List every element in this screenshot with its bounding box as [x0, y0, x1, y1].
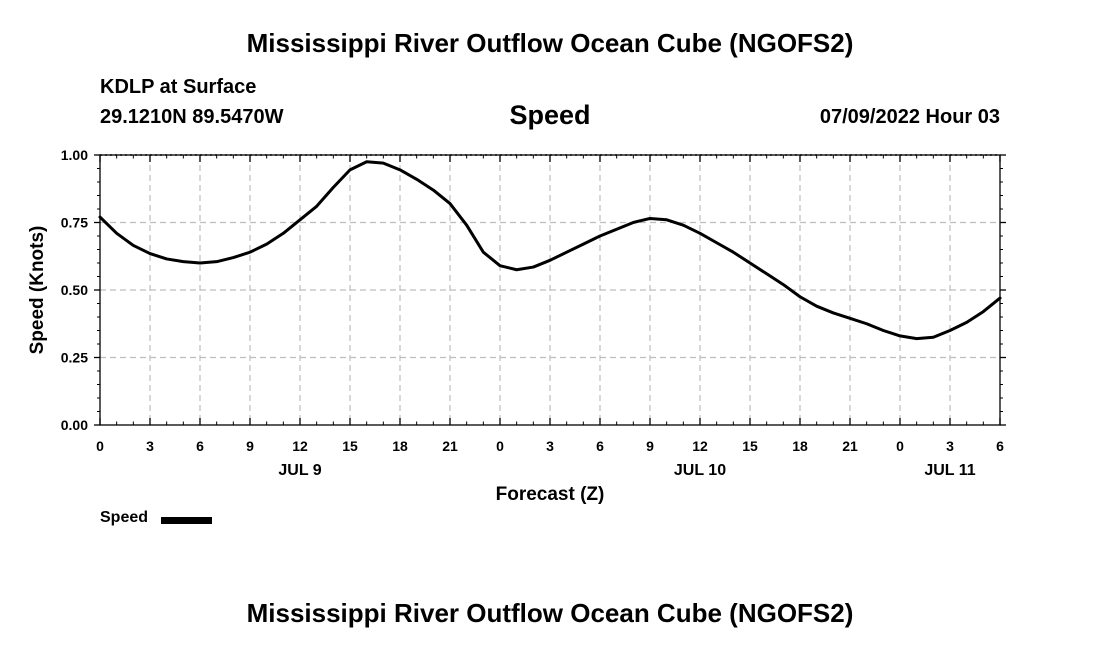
x-axis-label: Forecast (Z) — [496, 484, 605, 505]
y-tick-label: 0.50 — [61, 282, 88, 298]
coordinates-label: 29.1210N 89.5470W — [100, 106, 284, 128]
plot-frame — [99, 154, 1001, 426]
chart-subtitle: Speed — [509, 100, 591, 130]
x-tick-label: 12 — [292, 438, 308, 454]
x-tick-label: 0 — [896, 438, 904, 454]
date-label: JUL 9 — [278, 462, 321, 479]
x-tick-label: 0 — [496, 438, 504, 454]
x-tick-label: 0 — [96, 438, 104, 454]
x-tick-label: 6 — [596, 438, 604, 454]
y-axis-label: Speed (Knots) — [27, 226, 48, 355]
x-tick-label: 15 — [342, 438, 358, 454]
date-labels: JUL 9 JUL 10 JUL 11 — [278, 462, 975, 479]
legend-swatch — [161, 517, 212, 524]
x-tick-label: 15 — [742, 438, 758, 454]
y-tick-labels: 0.00 0.25 0.50 0.75 1.00 — [61, 147, 88, 433]
x-tick-label: 3 — [146, 438, 154, 454]
x-tick-label: 3 — [946, 438, 954, 454]
x-tick-label: 9 — [646, 438, 654, 454]
y-tick-label: 0.25 — [61, 350, 88, 366]
datetime-label: 07/09/2022 Hour 03 — [819, 106, 1000, 128]
series-line-speed — [98, 160, 1002, 341]
date-label: JUL 10 — [674, 462, 726, 479]
x-tick-label: 18 — [792, 438, 808, 454]
y-tick-label: 0.75 — [61, 215, 88, 231]
footer-title: Mississippi River Outflow Ocean Cube (NG… — [246, 598, 854, 628]
x-tick-labels: 0 3 6 9 12 15 18 21 0 3 6 9 12 15 18 21 0 3 6 — [96, 438, 1004, 454]
y-tick-label: 1.00 — [61, 147, 88, 163]
x-tick-label: 6 — [196, 438, 204, 454]
date-label: JUL 11 — [924, 462, 975, 479]
x-tick-label: 3 — [546, 438, 554, 454]
station-label: KDLP at Surface — [100, 76, 257, 98]
chart-title: Mississippi River Outflow Ocean Cube (NG… — [246, 28, 854, 58]
x-tick-label: 21 — [442, 438, 458, 454]
grid-lines — [100, 154, 1000, 425]
x-tick-label: 21 — [842, 438, 858, 454]
x-tick-label: 12 — [692, 438, 708, 454]
x-tick-label: 6 — [996, 438, 1004, 454]
x-tick-label: 9 — [246, 438, 254, 454]
legend-label: Speed — [100, 509, 149, 526]
x-tick-label: 18 — [392, 438, 408, 454]
y-tick-label: 0.00 — [61, 417, 88, 433]
